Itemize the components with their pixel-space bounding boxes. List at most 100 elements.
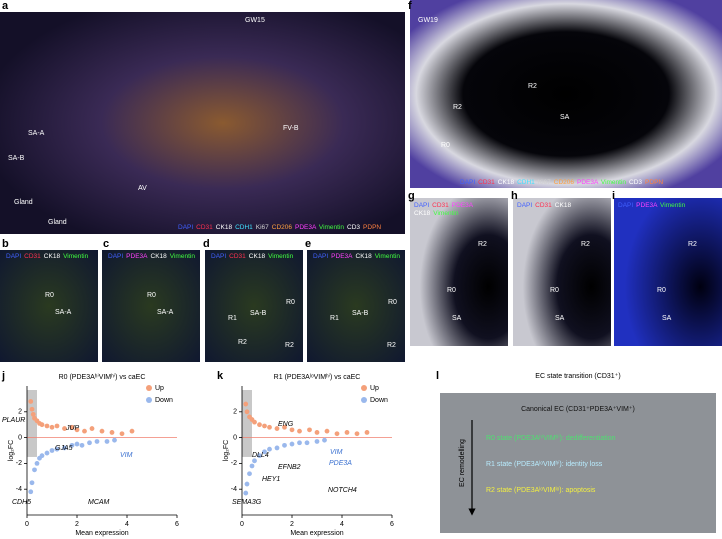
stain-name: DAPI [618,202,633,209]
gene-label: CDH5 [12,499,31,506]
point [297,440,302,446]
point [49,424,55,430]
image-label: SA-A [55,309,72,316]
point [314,430,320,435]
point [244,481,250,487]
image-label: R2 [688,241,697,248]
image-label: Gland [48,219,67,226]
panel-letter: a [2,0,9,12]
image-label: R1 [330,315,339,322]
charts: j R0 (PDE3AʰⁱVIMʰⁱ) vs caEC 0 2 4 6 -4 -2 0 2 Mean… [1,370,394,537]
image-label: SA [560,114,570,121]
x-axis-title: Mean expression [290,530,343,537]
point [252,419,257,425]
gene-label: VIM [120,452,133,459]
point [62,426,67,431]
stain-name: PDE3A [295,224,317,231]
y-tick-label: -2 [231,460,237,467]
point [44,423,50,429]
legend-label: Up [155,385,164,392]
point [94,439,100,444]
point [249,463,255,469]
x-axis-title: Mean expression [75,530,128,537]
stain-name: Vimentin [660,202,686,209]
point [244,409,250,415]
state-label: R1 state (PDE3AˡᵒVIMʰⁱ): identity loss [486,460,603,468]
panel-letter: b [2,238,9,250]
stain-legend: DAPI PDE3A Vimentin [618,202,686,209]
point [89,426,95,431]
point [307,427,312,433]
panel-letter: c [103,238,109,250]
stain-name: CD206 [554,179,575,186]
panel-letter: l [436,370,439,382]
point [109,430,115,435]
point [267,424,272,430]
stain-name: CDH1 [235,224,253,231]
image-label: R0 [441,142,450,149]
panel-letter: g [408,190,415,202]
point [364,430,370,435]
point [28,489,34,495]
y-tick-label: 0 [233,434,237,441]
point [282,442,287,448]
gene-label: SEMA3G [232,499,262,506]
image-label: R0 [286,299,295,306]
stain-name: CD3 [629,179,642,186]
image-label: R0 [447,287,456,294]
point [54,446,60,452]
stain-name: PDE3A [577,179,599,186]
point [69,424,75,430]
stain-name: DAPI [313,253,328,260]
stain-legend: DAPI CD31 CK18 CDH1 Ki67 CD206 PDE3A Vimentin CD… [460,179,663,186]
x-tick-label: 6 [175,521,179,528]
stain-name: CK18 [44,253,61,260]
state-label: R2 state (PDE3AˡᵒVIMˡᵒ): apoptosis [486,487,596,494]
x-tick-label: 6 [390,521,394,528]
x-tick-label: 0 [25,521,29,528]
density-shade [242,390,252,457]
point [289,427,295,433]
stain-legend: DAPI CD31 CK18 Vimentin [211,253,294,260]
stain-name: Ki67 [256,224,269,231]
schematic: l EC state transition (CD31⁺) EC remodelli… [436,370,716,533]
micrograph [0,250,98,362]
image-label: R2 [387,342,396,349]
point [62,445,67,451]
stain-name: CD31 [478,179,495,186]
gene-label: MCAM [88,499,110,506]
stain-name: Ki67 [538,179,551,186]
point [29,480,35,486]
panel-letter: k [217,370,224,382]
gene-label: DLL4 [252,452,269,459]
image-label: SA [555,315,565,322]
image-label: R0 [550,287,559,294]
image-label: R2 [581,241,590,248]
point [243,490,249,496]
image-label: R2 [285,342,294,349]
stain-name: DAPI [178,224,193,231]
gene-label: PDE3A [329,460,352,467]
gene-label: JUP [65,425,80,432]
stain-name: CD31 [24,253,41,260]
image-label: SA [452,315,462,322]
point [74,427,80,433]
gene-label: HEY1 [262,476,280,483]
image-label: R2 [528,83,537,90]
stain-name: Vimentin [63,253,89,260]
stain-legend: DAPI PDE3A CK18 Vimentin [108,253,195,260]
stain-name: CD31 [196,224,213,231]
micrograph [410,198,508,346]
point [32,467,37,473]
point [30,411,36,417]
image-label: R2 [453,104,462,111]
y-axis-title: log₂FC [223,440,230,461]
chart-title: R0 (PDE3AʰⁱVIMʰⁱ) vs caEC [59,373,146,381]
y-tick-label: 2 [233,409,237,416]
gene-label: ENG [278,421,294,428]
stain-name: CK18 [498,179,515,186]
point [262,423,267,429]
stain-name: CD3 [347,224,360,231]
image-label: SA-A [28,130,45,137]
